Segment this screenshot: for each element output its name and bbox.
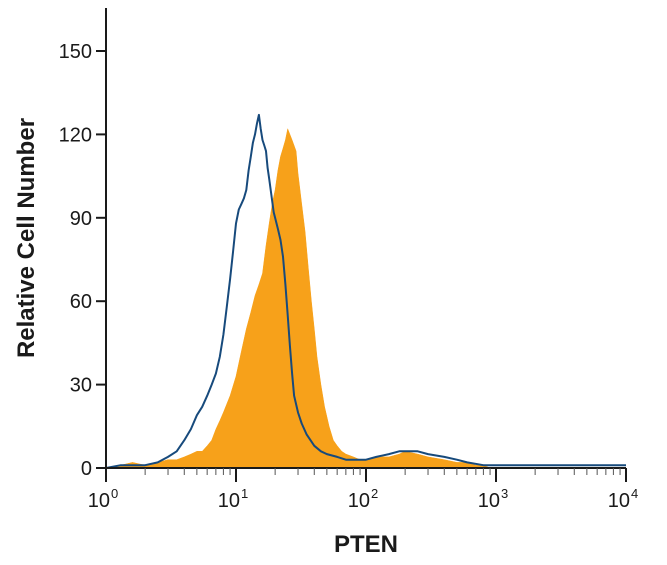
y-axis-title: Relative Cell Number — [13, 118, 40, 358]
x-tick-exponent: 3 — [501, 486, 508, 501]
y-tick-label: 60 — [70, 291, 92, 313]
x-axis-title: PTEN — [334, 531, 398, 558]
x-tick-label: 100 — [88, 486, 118, 512]
series-1-outline-histogram — [105, 113, 626, 469]
x-tick-label: 102 — [348, 486, 378, 512]
x-tick-exponent: 4 — [631, 486, 638, 501]
y-tick-label: 120 — [59, 124, 92, 146]
series-0-filled-histogram — [105, 127, 496, 469]
y-tick-label: 0 — [81, 458, 92, 480]
x-tick-exponent: 1 — [241, 486, 248, 501]
x-ticks: 100 101 102 103 104 — [88, 468, 638, 512]
x-tick-exponent: 2 — [371, 486, 378, 501]
plot-series — [105, 113, 626, 469]
x-tick-label: 104 — [608, 486, 638, 512]
y-ticks: 0 30 60 90 120 150 — [59, 41, 106, 480]
x-tick-label: 101 — [218, 486, 248, 512]
x-tick-exponent: 0 — [111, 486, 118, 501]
y-tick-label: 150 — [59, 41, 92, 63]
y-tick-label: 30 — [70, 375, 92, 397]
y-tick-label: 90 — [70, 208, 92, 230]
x-tick-label: 103 — [478, 486, 508, 512]
